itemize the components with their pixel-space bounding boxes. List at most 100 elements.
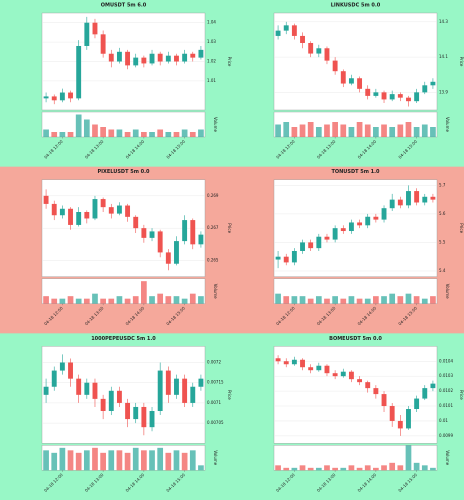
candle-body	[157, 370, 163, 411]
candle-body	[59, 92, 65, 101]
volume-bar	[165, 132, 172, 137]
volume-bar	[421, 298, 428, 304]
volume-bar	[373, 467, 379, 471]
y-tick-label: 0.0104	[439, 358, 453, 363]
volume-bar	[332, 122, 338, 137]
candle-body	[141, 57, 147, 64]
y-tick-label: 5.4	[439, 268, 446, 273]
candle-body	[316, 365, 322, 371]
volume-bar	[291, 467, 298, 471]
candle-body	[324, 236, 330, 240]
volume-bar	[405, 293, 412, 304]
y-tick-label: 0.00715	[207, 380, 224, 385]
candle-body	[340, 371, 346, 377]
y-tick-label: 0.265	[207, 258, 219, 263]
volume-bar	[100, 298, 106, 304]
candle-body	[389, 94, 395, 100]
y-tick-label: 5.5	[439, 239, 446, 244]
candle-body	[68, 362, 73, 379]
candle-body	[348, 222, 354, 232]
volume-bar	[75, 452, 82, 471]
y-tick-label: 5.6	[439, 211, 446, 216]
chart-title: OMUSDT 5m 6.0	[101, 3, 147, 9]
volume-bar	[67, 450, 74, 471]
candle-body	[414, 191, 420, 203]
candle-body	[182, 220, 188, 242]
volume-bar	[100, 452, 106, 471]
volume-bar	[340, 124, 347, 137]
y-tick-label: 0.267	[207, 225, 219, 230]
volume-bar	[413, 462, 420, 471]
candle-body	[430, 81, 436, 86]
volume-bar	[132, 129, 139, 137]
volume-bar	[275, 465, 281, 471]
candle-body	[422, 388, 428, 399]
candle-body	[51, 203, 57, 216]
candle-body	[198, 378, 204, 387]
y-tick-label: 13.9	[439, 89, 448, 94]
volume-bar	[132, 447, 139, 471]
volume-plot-area	[41, 278, 206, 304]
volume-bar	[397, 465, 404, 471]
volume-bar	[299, 296, 306, 304]
y-tick-label: 0.00705	[207, 420, 224, 425]
volume-bar	[165, 296, 172, 304]
volume-bar	[141, 132, 147, 137]
candle-body	[332, 373, 338, 377]
candle-body	[308, 42, 314, 54]
volume-bar	[157, 129, 164, 137]
volume-bar	[364, 124, 371, 137]
volume-bar	[108, 298, 115, 304]
candle-body	[381, 208, 387, 220]
volume-bar	[116, 296, 123, 304]
candle-body	[165, 55, 171, 62]
volume-bar	[332, 296, 338, 304]
volume-bar	[275, 124, 281, 137]
volume-bar	[283, 122, 290, 137]
volume-bar	[405, 445, 412, 471]
volume-bar	[381, 465, 387, 471]
candle-body	[373, 388, 379, 395]
candle-body	[125, 402, 131, 420]
candle-body	[348, 371, 354, 380]
candle-body	[43, 195, 49, 204]
volume-bar	[51, 452, 58, 471]
volume-bar	[373, 296, 379, 304]
candle-body	[275, 30, 281, 36]
candle-body	[59, 362, 65, 371]
candle-body	[125, 205, 131, 217]
candle-body	[275, 256, 281, 260]
candle-body	[174, 55, 179, 62]
chart-title: 1000PEPEUSDC 5m 1.0	[91, 336, 156, 342]
candle-body	[100, 398, 106, 411]
y-tick-label: 1.04	[207, 20, 216, 25]
candle-body	[190, 220, 196, 245]
candle-body	[397, 199, 403, 206]
volume-plot-area	[273, 111, 438, 138]
volume-bar	[189, 450, 196, 471]
candle-body	[190, 53, 196, 58]
volume-bar	[315, 467, 322, 471]
volume-bar	[397, 296, 404, 304]
candle-body	[300, 242, 305, 251]
candle-body	[108, 207, 114, 214]
volume-bar	[421, 465, 428, 471]
candle-body	[100, 34, 106, 54]
volume-bar	[381, 296, 387, 304]
y-tick-label: 5.7	[439, 182, 446, 187]
volume-axis-label: Volume	[213, 117, 218, 132]
volume-bar	[340, 467, 347, 471]
volume-bar	[430, 467, 436, 471]
candle-body	[133, 57, 139, 66]
y-axis-label: Price	[227, 57, 232, 67]
volume-bar	[157, 293, 164, 304]
volume-bar	[67, 132, 74, 137]
y-tick-label: 1.02	[207, 59, 216, 64]
candle-body	[365, 382, 371, 389]
candle-body	[422, 196, 428, 203]
candle-body	[51, 370, 57, 387]
candle-body	[406, 409, 411, 429]
candle-body	[174, 378, 179, 395]
volume-bar	[381, 124, 387, 137]
